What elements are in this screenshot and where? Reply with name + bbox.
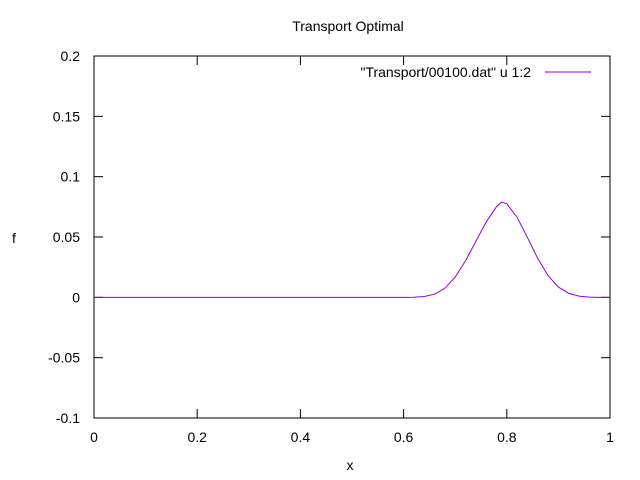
- x-tick-label: 0.2: [187, 429, 207, 445]
- x-tick-label: 0: [90, 429, 98, 445]
- series-line: [94, 201, 610, 298]
- plot-area-border: [93, 55, 611, 419]
- y-tick-label: 0.05: [53, 229, 80, 245]
- y-axis-label: f: [12, 230, 16, 246]
- x-tick-label: 0.8: [497, 429, 517, 445]
- legend: "Transport/00100.dat" u 1:2: [360, 64, 591, 80]
- x-tick-labels: 0 0.2 0.4 0.6 0.8 1: [90, 429, 614, 445]
- x-tick-label: 0.4: [291, 429, 311, 445]
- legend-label: "Transport/00100.dat" u 1:2: [360, 64, 531, 80]
- y-tick-label: -0.1: [56, 410, 80, 426]
- y-tick-label: 0.1: [61, 169, 81, 185]
- x-axis-label: x: [347, 457, 354, 473]
- y-tick-label: 0: [72, 289, 80, 305]
- x-tick-label: 0.6: [394, 429, 414, 445]
- y-tick-labels: -0.1 -0.05 0 0.05 0.1 0.15 0.2: [48, 48, 80, 426]
- series-layer: [94, 201, 610, 298]
- chart-title: Transport Optimal: [292, 18, 404, 34]
- axis-ticks: [93, 55, 611, 419]
- x-tick-label: 1: [606, 429, 614, 445]
- y-tick-label: 0.2: [61, 48, 81, 64]
- y-tick-label: 0.15: [53, 108, 80, 124]
- y-tick-label: -0.05: [48, 350, 80, 366]
